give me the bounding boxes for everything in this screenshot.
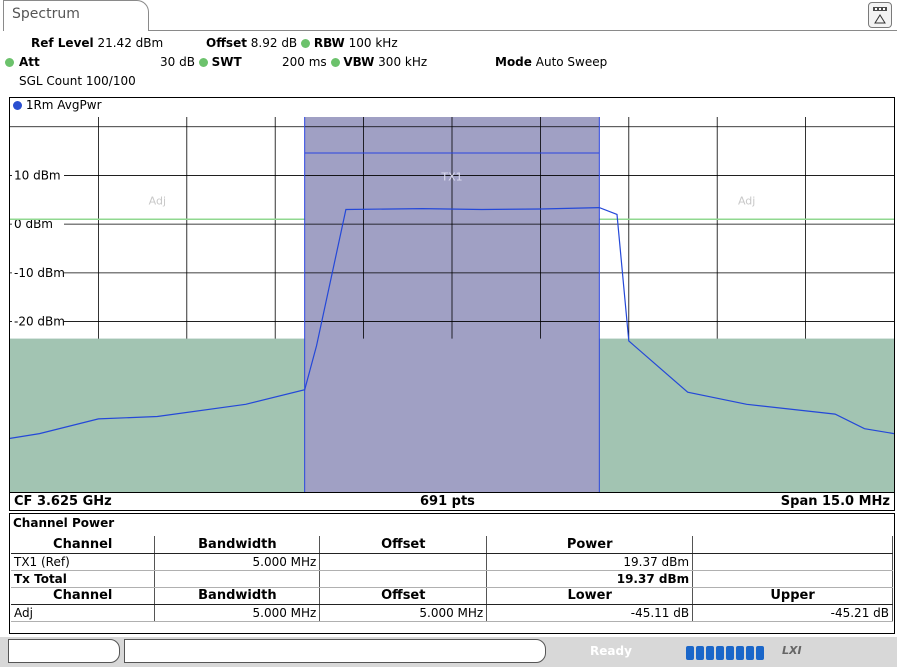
table-cell: Tx Total xyxy=(11,570,156,588)
col-header: Power xyxy=(486,536,694,554)
offset-led-icon xyxy=(301,39,310,48)
att-label: Att xyxy=(19,55,40,69)
table-cell: 5.000 MHz xyxy=(319,604,488,622)
ylabel: -20 dBm xyxy=(14,315,65,329)
table-cell xyxy=(692,553,893,571)
table-cell xyxy=(692,570,893,588)
table-cell: 5.000 MHz xyxy=(154,604,321,622)
swt-label: SWT xyxy=(211,55,242,69)
mode-value: Auto Sweep xyxy=(535,55,608,69)
adj-label-left: Adj xyxy=(149,195,166,208)
status-bar xyxy=(0,637,897,667)
col-header: Channel xyxy=(11,587,156,605)
att-led2-icon xyxy=(198,58,208,67)
table-cell: Adj xyxy=(11,604,156,622)
table-cell xyxy=(319,570,488,588)
mode-label: Mode xyxy=(495,55,532,69)
sweep-points: 691 pts xyxy=(420,494,475,509)
span: Span 15.0 MHz xyxy=(780,494,890,509)
table-title: Channel Power xyxy=(13,516,115,530)
channel-power-table: Channel Power Channel Bandwidth Offset P… xyxy=(9,513,895,634)
tab-border xyxy=(149,30,897,31)
plot-footer: CF 3.625 GHz 691 pts Span 15.0 MHz xyxy=(10,492,894,511)
ref-level-label: Ref Level xyxy=(31,36,94,50)
col-header: Bandwidth xyxy=(154,536,321,554)
table-cell: -45.21 dB xyxy=(692,604,893,622)
tab-label: Spectrum xyxy=(12,6,80,22)
swt-led-icon xyxy=(330,58,340,67)
ylabel: 10 dBm xyxy=(14,168,61,182)
swt-value: 200 ms xyxy=(282,55,327,69)
col-header: Bandwidth xyxy=(154,587,321,605)
table-header-row: Channel Bandwidth Offset Lower Upper xyxy=(11,587,893,605)
channel-power-grid: Channel Bandwidth Offset Power TX1 (Ref)… xyxy=(11,536,893,622)
ylabel: 0 dBm xyxy=(14,217,53,231)
offset-value: 8.92 dB xyxy=(250,36,298,50)
sgl-count: SGL Count 100/100 xyxy=(19,74,136,88)
table-row: Adj 5.000 MHz 5.000 MHz -45.11 dB -45.21… xyxy=(11,604,893,622)
table-cell: 5.000 MHz xyxy=(154,553,321,571)
adj-label-right: Adj xyxy=(738,195,755,208)
spectrum-trace xyxy=(10,206,894,439)
table-cell: 19.37 dBm xyxy=(486,553,694,571)
adj-band-left xyxy=(10,338,305,492)
table-cell: -45.11 dB xyxy=(486,604,694,622)
ylabel: -10 dBm xyxy=(14,266,65,280)
spectrum-plot[interactable]: 10 dBm 0 dBm -10 dBm -20 dBm Adj Adj TX1 xyxy=(10,117,894,492)
sweep-progress xyxy=(686,645,770,660)
trace-label: 1Rm AvgPwr xyxy=(25,98,102,112)
table-cell xyxy=(319,553,488,571)
table-cell: 19.37 dBm xyxy=(486,570,694,588)
menu-button[interactable] xyxy=(868,2,892,28)
table-cell: TX1 (Ref) xyxy=(11,553,156,571)
att-led-icon xyxy=(5,58,14,67)
ref-level-value: 21.42 dBm xyxy=(97,36,164,50)
col-header xyxy=(692,536,893,554)
status-field-left[interactable] xyxy=(8,639,120,663)
col-header: Upper xyxy=(692,587,893,605)
vbw-value: 300 kHz xyxy=(378,55,428,69)
menu-triangle-icon xyxy=(873,7,887,24)
status-field-message[interactable] xyxy=(124,639,546,663)
col-header: Offset xyxy=(319,536,488,554)
table-row: Tx Total 19.37 dBm xyxy=(11,570,893,588)
ylabel-bg xyxy=(12,313,64,328)
center-frequency: CF 3.625 GHz xyxy=(14,494,112,509)
table-cell xyxy=(154,570,321,588)
col-header: Channel xyxy=(11,536,156,554)
tab-spectrum[interactable]: Spectrum xyxy=(3,0,149,31)
ready-indicator: Ready xyxy=(590,644,632,658)
col-header: Offset xyxy=(319,587,488,605)
ylabel-bg xyxy=(12,264,64,279)
rbw-label: RBW xyxy=(313,36,345,50)
rbw-value: 100 kHz xyxy=(348,36,398,50)
vbw-label: VBW xyxy=(343,55,375,69)
adj-band-right xyxy=(599,338,894,492)
table-header-row: Channel Bandwidth Offset Power xyxy=(11,536,893,554)
table-row: TX1 (Ref) 5.000 MHz 19.37 dBm xyxy=(11,553,893,571)
trace-header: 1Rm AvgPwr xyxy=(10,98,894,118)
tx-label: TX1 xyxy=(440,170,462,183)
att-value: 30 dB xyxy=(160,55,195,69)
col-header: Lower xyxy=(486,587,694,605)
offset-label: Offset xyxy=(206,36,247,50)
trace-dot-icon xyxy=(13,101,22,110)
ylabel-bg xyxy=(12,167,64,182)
lxi-logo: LXI xyxy=(782,644,802,657)
